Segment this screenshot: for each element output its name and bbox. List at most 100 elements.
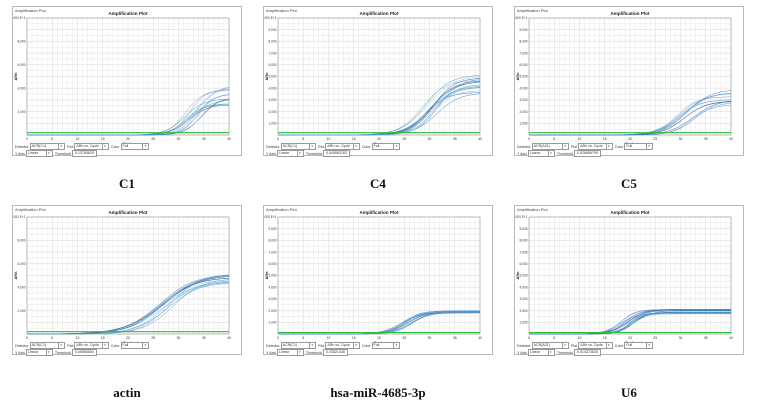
y-tick-label: 8,000 xyxy=(18,40,26,44)
plot-select[interactable]: ΔRn vs. Cycle ▾ xyxy=(578,342,613,349)
chevron-down-icon: ▾ xyxy=(309,144,314,149)
plot-window: Amplification Plot Amplification Plot 0 5 10… xyxy=(12,6,242,157)
x-tick-label: 15 xyxy=(603,137,607,141)
amplification-curve xyxy=(529,312,731,335)
detector-select[interactable]: ACR(C1) ▾ xyxy=(280,342,317,349)
window-title: Amplification Plot xyxy=(266,8,297,13)
amplification-chart: Amplification Plot 0 5 10 15 20 25 30 35 40 1,000 2… xyxy=(264,11,482,146)
detector-select[interactable]: ACR(A21) ▾ xyxy=(531,143,569,150)
y-tick-label: 5,000 xyxy=(269,274,277,278)
x-tick-label: 15 xyxy=(352,137,356,141)
detector-value: ACR(A21) xyxy=(533,343,550,347)
color-select[interactable]: Full ▾ xyxy=(120,143,150,150)
y-axis-label-control: Y Axis xyxy=(266,350,276,355)
panel-caption: hsa-miR-4685-3p xyxy=(330,385,426,400)
y-axis-select[interactable]: Linear ▾ xyxy=(25,349,53,356)
amplification-curve xyxy=(529,96,732,136)
y-axis-value: Linear xyxy=(529,350,540,354)
x-tick-label: 5 xyxy=(302,336,304,340)
x-tick-label: 10 xyxy=(578,336,582,340)
y-tick-label: 9,000 xyxy=(520,227,528,231)
detector-label: Detector xyxy=(517,144,531,149)
y-tick-label: 2,000 xyxy=(269,309,277,313)
threshold-input[interactable]: 0.014373635 xyxy=(573,349,601,356)
color-select[interactable]: Full ▾ xyxy=(120,342,150,349)
chart-title: Amplification Plot xyxy=(359,11,399,16)
control-row-detector: Detector ACR(C1) ▾ Plot ΔRn vs. Cycle ▾ Color F… xyxy=(15,342,151,349)
chevron-down-icon: ▾ xyxy=(296,350,302,355)
threshold-value: 0.014373635 xyxy=(576,350,598,354)
y-tick-label: 6,000 xyxy=(520,262,528,266)
plot-label: Plot xyxy=(67,144,74,149)
x-tick-label: 30 xyxy=(679,137,683,141)
chevron-down-icon: ▾ xyxy=(561,144,567,149)
x-tick-label: 0 xyxy=(528,137,530,141)
y-axis-select[interactable]: Linear ▾ xyxy=(276,150,304,157)
color-label: Color xyxy=(614,144,624,149)
threshold-input[interactable]: 0.09856554 xyxy=(71,349,97,356)
y-tick-label: 3,000 xyxy=(520,98,528,102)
chevron-down-icon: ▾ xyxy=(393,144,398,149)
plot-label: Plot xyxy=(318,144,325,149)
x-tick-label: 15 xyxy=(352,336,356,340)
y-axis-value: Linear xyxy=(27,350,38,354)
y-tick-label: 8,000 xyxy=(18,239,26,243)
y-axis-label-control: Y Axis xyxy=(517,151,527,156)
y-axis-select[interactable]: Linear ▾ xyxy=(527,150,555,157)
color-select[interactable]: Full ▾ xyxy=(624,143,654,150)
x-tick-label: 40 xyxy=(227,336,231,340)
chevron-down-icon: ▾ xyxy=(646,343,651,348)
x-tick-label: 20 xyxy=(126,336,130,340)
threshold-input[interactable]: 0.045083763 xyxy=(322,150,350,157)
y-tick-label: 6,000 xyxy=(269,63,277,67)
threshold-input[interactable]: 0.028656799 xyxy=(573,150,601,157)
control-row-detector: Detector ACR(C1) ▾ Plot ΔRn vs. Cycle ▾ Color F… xyxy=(15,143,151,150)
y-tick-label: 6,000 xyxy=(520,63,528,67)
detector-select[interactable]: ACR(C1) ▾ xyxy=(280,143,317,150)
threshold-input[interactable]: 0.03621448 xyxy=(322,349,348,356)
threshold-input[interactable]: 0.13765829 xyxy=(71,150,97,157)
y-tick-label: 3,000 xyxy=(269,98,277,102)
color-label: Color xyxy=(110,144,120,149)
detector-select[interactable]: ACR(C1) ▾ xyxy=(29,342,66,349)
plot-select[interactable]: ΔRn vs. Cycle ▾ xyxy=(74,342,109,349)
plot-value: ΔRn vs. Cycle xyxy=(580,144,603,148)
plot-select[interactable]: ΔRn vs. Cycle ▾ xyxy=(578,143,613,150)
plot-window: Amplification Plot Amplification Plot 0 5 10… xyxy=(514,205,744,356)
panel-caption: C5 xyxy=(621,176,637,191)
plot-select[interactable]: ΔRn vs. Cycle ▾ xyxy=(325,143,360,150)
y-axis-select[interactable]: Linear ▾ xyxy=(25,150,53,157)
x-tick-label: 0 xyxy=(528,336,530,340)
amplification-chart: Amplification Plot 0 5 10 15 20 25 30 35 40 1,000 2… xyxy=(515,210,733,345)
y-tick-label: 7,000 xyxy=(269,250,277,254)
color-select[interactable]: Full ▾ xyxy=(371,143,401,150)
chevron-down-icon: ▾ xyxy=(142,343,147,348)
detector-value: ACR(C1) xyxy=(282,144,298,148)
detector-select[interactable]: ACR(C1) ▾ xyxy=(29,143,66,150)
y-axis-value: Linear xyxy=(529,151,540,155)
color-select[interactable]: Full ▾ xyxy=(371,342,401,349)
y-axis-label: ΔRn xyxy=(265,72,269,80)
y-axis-value: Linear xyxy=(27,151,38,155)
chart-title: Amplification Plot xyxy=(108,11,148,16)
x-tick-label: 20 xyxy=(126,137,130,141)
grid xyxy=(528,17,732,136)
y-tick-label: 4,000 xyxy=(520,285,528,289)
y-tick-label: 5,000 xyxy=(520,75,528,79)
plot-select[interactable]: ΔRn vs. Cycle ▾ xyxy=(325,342,360,349)
detector-select[interactable]: ACR(A21) ▾ xyxy=(531,342,569,349)
y-tick-label: 9,000 xyxy=(269,227,277,231)
y-axis-label: ΔRn xyxy=(14,72,18,80)
plot-select[interactable]: ΔRn vs. Cycle ▾ xyxy=(74,143,109,150)
x-tick-label: 30 xyxy=(428,137,432,141)
x-tick-label: 0 xyxy=(277,336,279,340)
detector-label: Detector xyxy=(517,343,531,348)
detector-label: Detector xyxy=(266,343,280,348)
y-axis-select[interactable]: Linear ▾ xyxy=(527,349,555,356)
chevron-down-icon: ▾ xyxy=(393,343,398,348)
y-axis-select[interactable]: Linear ▾ xyxy=(276,349,304,356)
color-select[interactable]: Full ▾ xyxy=(624,342,654,349)
x-tick-label: 35 xyxy=(202,336,206,340)
y-axis-label: ΔRn xyxy=(516,72,520,80)
color-label: Color xyxy=(361,144,371,149)
